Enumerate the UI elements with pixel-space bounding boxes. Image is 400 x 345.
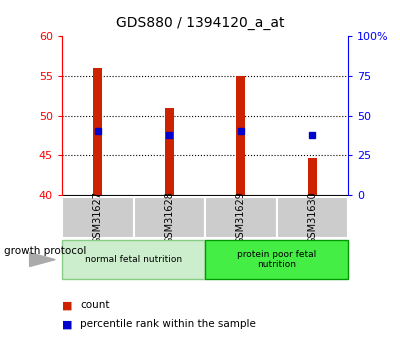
Bar (236, 76, 245, 195)
Text: normal fetal nutrition: normal fetal nutrition (85, 255, 182, 264)
Text: percentile rank within the sample: percentile rank within the sample (80, 319, 256, 329)
Text: GDS880 / 1394120_a_at: GDS880 / 1394120_a_at (116, 16, 284, 30)
Bar (308, 158, 317, 195)
Text: GSM31629: GSM31629 (236, 191, 246, 244)
Bar (165, 108, 174, 195)
Text: protein poor fetal
nutrition: protein poor fetal nutrition (237, 250, 316, 269)
Text: growth protocol: growth protocol (4, 246, 86, 256)
Text: ■: ■ (62, 319, 72, 329)
Text: count: count (80, 300, 110, 310)
Text: GSM31628: GSM31628 (164, 191, 174, 244)
Text: GSM31630: GSM31630 (307, 191, 317, 244)
Bar (93, 68, 102, 195)
Bar (205, 240, 348, 279)
Text: GSM31627: GSM31627 (93, 191, 103, 244)
Bar (276, 197, 348, 238)
Bar (62, 240, 205, 279)
Bar (62, 197, 134, 238)
Text: ■: ■ (62, 300, 72, 310)
Bar (134, 197, 205, 238)
Polygon shape (30, 253, 55, 266)
Bar (205, 197, 276, 238)
